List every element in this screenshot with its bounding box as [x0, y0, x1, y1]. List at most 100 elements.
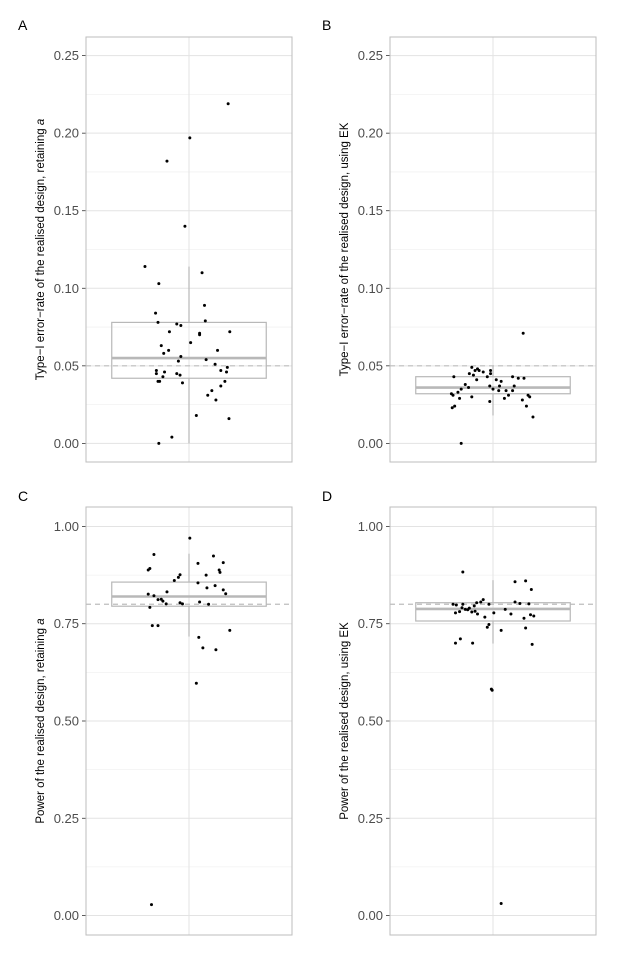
- data-point: [453, 641, 457, 645]
- data-point: [224, 592, 228, 596]
- data-point: [485, 375, 489, 379]
- y-tick-label: 0.75: [54, 616, 79, 631]
- data-point: [175, 322, 179, 326]
- data-point: [179, 324, 183, 328]
- y-tick-label: 1.00: [358, 519, 383, 534]
- data-point: [180, 602, 184, 606]
- data-point: [518, 601, 522, 605]
- data-point: [198, 333, 202, 337]
- data-point: [219, 368, 223, 372]
- data-point: [450, 406, 454, 410]
- data-point: [485, 625, 489, 629]
- data-point: [194, 413, 198, 417]
- data-point: [513, 580, 517, 584]
- data-point: [476, 612, 480, 616]
- data-point: [454, 603, 458, 607]
- data-point: [467, 372, 471, 376]
- data-point: [504, 389, 508, 393]
- data-point: [161, 375, 165, 379]
- data-point: [223, 379, 227, 383]
- data-point: [527, 602, 531, 606]
- data-point: [156, 624, 160, 628]
- data-point: [204, 573, 208, 577]
- data-point: [213, 584, 217, 588]
- data-point: [176, 359, 180, 363]
- data-point: [154, 311, 158, 315]
- data-point: [149, 903, 153, 907]
- data-point: [213, 362, 217, 366]
- data-point: [217, 568, 221, 572]
- data-point: [146, 592, 150, 596]
- data-point: [221, 561, 225, 565]
- y-tick-label: 1.00: [54, 519, 79, 534]
- data-point: [511, 389, 515, 393]
- data-point: [470, 395, 474, 399]
- data-point: [219, 384, 223, 388]
- data-point: [475, 601, 479, 605]
- data-point: [170, 435, 174, 439]
- data-point: [152, 552, 156, 556]
- data-point: [154, 368, 158, 372]
- data-point: [499, 901, 503, 905]
- data-point: [503, 607, 507, 611]
- panel-a: A 0.00 0.05 0.10 0.15 0.20 0.25 Type−I error−ra…: [18, 17, 293, 463]
- data-point: [221, 588, 225, 592]
- data-point: [502, 396, 506, 400]
- data-point: [183, 224, 187, 228]
- panel-letter-b: B: [322, 17, 331, 33]
- data-point: [488, 384, 492, 388]
- y-axis-label: Power of the realised design, using EK: [339, 622, 351, 820]
- data-point: [512, 384, 516, 388]
- data-point: [494, 378, 498, 382]
- data-point: [196, 561, 200, 565]
- data-point: [194, 681, 198, 685]
- data-point: [481, 370, 485, 374]
- panel-letter-c: C: [18, 488, 28, 504]
- data-point: [475, 378, 479, 382]
- panel-border: [85, 506, 293, 936]
- data-point: [178, 373, 182, 377]
- data-point: [467, 386, 471, 390]
- data-point: [470, 610, 474, 614]
- data-point: [509, 612, 513, 616]
- data-point: [521, 331, 525, 335]
- data-point: [189, 341, 193, 345]
- panel-border: [389, 36, 597, 463]
- iqr-box: [415, 602, 571, 622]
- y-axis-label-variable: a: [35, 119, 47, 125]
- data-point: [225, 365, 229, 369]
- data-point: [491, 387, 495, 391]
- data-point: [211, 554, 215, 558]
- y-axis-label: Type−I error−rate of the realised design…: [339, 122, 351, 376]
- data-point: [201, 646, 205, 650]
- panel-letter-d: D: [322, 488, 332, 504]
- data-point: [497, 389, 501, 393]
- data-point: [204, 358, 208, 362]
- data-point: [473, 609, 477, 613]
- y-tick-label: 0.10: [358, 281, 383, 296]
- data-point: [477, 368, 481, 372]
- data-point: [175, 372, 179, 376]
- data-point: [214, 648, 218, 652]
- data-point: [473, 368, 477, 372]
- data-point: [458, 396, 462, 400]
- y-axis-label: Power of the realised design, retaining …: [35, 618, 47, 823]
- data-point: [227, 417, 231, 421]
- data-point: [178, 601, 182, 605]
- data-point: [228, 628, 232, 632]
- data-point: [470, 365, 474, 369]
- data-point: [214, 398, 218, 402]
- data-point: [188, 136, 192, 140]
- y-axis-label-text: Power of the realised design, using EK: [339, 622, 351, 820]
- data-point: [159, 344, 163, 348]
- data-point: [471, 373, 475, 377]
- y-tick-label: 0.25: [358, 48, 383, 63]
- data-point: [165, 590, 169, 594]
- data-point: [487, 623, 491, 627]
- data-point: [156, 379, 160, 383]
- data-point: [458, 610, 462, 614]
- y-tick-label: 0.25: [358, 811, 383, 826]
- data-point: [216, 348, 220, 352]
- y-tick-label: 0.15: [54, 203, 79, 218]
- y-tick-label: 0.10: [54, 281, 79, 296]
